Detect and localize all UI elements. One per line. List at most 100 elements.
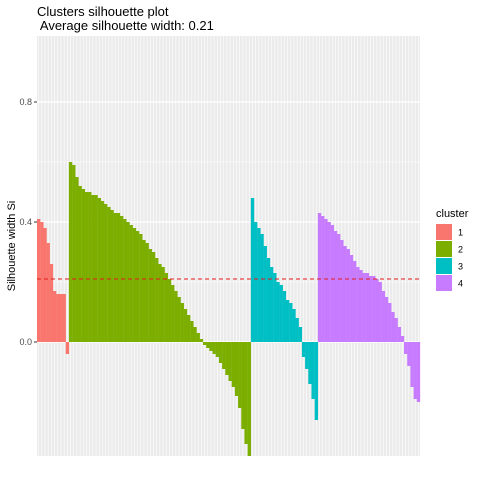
- bar-cluster-4: [404, 342, 408, 354]
- bar-cluster-4: [346, 249, 350, 342]
- bar-cluster-2: [113, 213, 117, 342]
- bar-cluster-2: [110, 210, 114, 342]
- y-tick-label: 0.4: [19, 217, 32, 227]
- bar-cluster-3: [273, 273, 277, 342]
- bar-cluster-2: [190, 321, 194, 342]
- bar-cluster-4: [333, 231, 338, 342]
- legend: cluster 1 2 3 4: [436, 208, 469, 291]
- bar-cluster-1: [37, 219, 41, 342]
- bar-cluster-3: [301, 342, 306, 357]
- bar-cluster-4: [368, 276, 373, 342]
- y-tick-label: 0.0: [19, 337, 32, 347]
- bar-cluster-2: [81, 189, 86, 342]
- bar-cluster-2: [116, 213, 121, 342]
- bar-cluster-2: [135, 231, 140, 342]
- bar-cluster-1: [43, 228, 47, 342]
- bar-cluster-2: [129, 225, 133, 342]
- bar-cluster-2: [164, 273, 169, 342]
- bar-cluster-4: [343, 246, 347, 342]
- bar-cluster-2: [142, 240, 146, 342]
- bar-cluster-2: [132, 228, 137, 342]
- legend-label-2: 2: [458, 245, 463, 255]
- bar-cluster-3: [260, 234, 264, 342]
- bar-cluster-4: [324, 219, 328, 342]
- bar-cluster-2: [218, 342, 223, 363]
- legend-key-3: [436, 258, 452, 274]
- bar-cluster-1: [56, 294, 60, 342]
- bar-cluster-2: [212, 342, 216, 354]
- bar-cluster-3: [314, 342, 319, 420]
- bar-cluster-1: [46, 243, 50, 342]
- bar-cluster-2: [97, 198, 101, 342]
- bar-cluster-2: [167, 279, 172, 342]
- bar-cluster-4: [416, 342, 421, 402]
- bar-cluster-2: [155, 258, 159, 342]
- bar-cluster-2: [100, 201, 105, 342]
- chart-title: Clusters silhouette plot: [37, 4, 169, 19]
- bar-cluster-2: [151, 252, 156, 342]
- bar-cluster-2: [209, 342, 213, 351]
- bar-cluster-2: [94, 195, 98, 342]
- bar-cluster-3: [257, 228, 261, 342]
- legend-label-1: 1: [458, 228, 463, 238]
- y-tick-label: 0.8: [19, 97, 32, 107]
- bar-cluster-2: [126, 222, 130, 342]
- bar-cluster-2: [107, 207, 111, 342]
- bar-cluster-4: [378, 282, 382, 342]
- bar-cluster-2: [234, 342, 239, 396]
- bar-cluster-3: [269, 267, 274, 342]
- bar-cluster-3: [292, 309, 296, 342]
- bar-cluster-3: [305, 342, 309, 369]
- bar-cluster-3: [282, 291, 287, 342]
- chart-subtitle: Average silhouette width: 0.21: [37, 18, 214, 33]
- bar-cluster-4: [388, 303, 392, 342]
- bar-cluster-3: [266, 258, 271, 342]
- y-axis: 0.0 0.4 0.8: [19, 97, 37, 347]
- bar-cluster-2: [187, 315, 191, 342]
- bar-cluster-2: [231, 342, 236, 387]
- bar-cluster-2: [238, 342, 242, 408]
- bar-cluster-2: [193, 327, 197, 342]
- bar-cluster-2: [225, 342, 229, 375]
- bar-cluster-3: [279, 285, 283, 342]
- bar-cluster-3: [285, 300, 290, 342]
- bar-cluster-2: [72, 165, 76, 342]
- bar-cluster-2: [75, 177, 79, 342]
- bar-cluster-3: [254, 222, 258, 342]
- bar-cluster-4: [327, 222, 331, 342]
- bar-cluster-2: [171, 285, 175, 342]
- bar-cluster-2: [228, 342, 232, 381]
- legend-label-3: 3: [458, 262, 463, 272]
- legend-key-4: [436, 275, 452, 291]
- bar-cluster-2: [215, 342, 220, 357]
- bar-cluster-2: [84, 192, 89, 342]
- bar-cluster-4: [384, 297, 389, 342]
- bar-cluster-4: [337, 234, 341, 342]
- bar-cluster-4: [352, 261, 357, 342]
- bar-cluster-2: [78, 186, 82, 342]
- bar-cluster-2: [241, 342, 245, 429]
- bar-cluster-2: [91, 195, 95, 342]
- bar-cluster-2: [158, 264, 162, 342]
- bar-cluster-4: [410, 342, 414, 387]
- bar-cluster-3: [289, 303, 293, 342]
- bar-cluster-2: [222, 342, 226, 369]
- bar-cluster-2: [161, 267, 165, 342]
- bar-cluster-3: [263, 246, 267, 342]
- bar-cluster-3: [308, 342, 312, 384]
- bar-cluster-4: [372, 276, 376, 342]
- bar-cluster-4: [340, 240, 344, 342]
- bar-cluster-1: [52, 291, 57, 342]
- bar-cluster-2: [145, 243, 149, 342]
- bar-cluster-4: [407, 342, 411, 366]
- bar-cluster-4: [349, 255, 354, 342]
- bar-cluster-3: [311, 342, 315, 399]
- bar-cluster-4: [413, 342, 417, 399]
- bars: [37, 162, 421, 456]
- bar-cluster-4: [397, 327, 401, 342]
- bar-cluster-2: [139, 234, 143, 342]
- legend-label-4: 4: [458, 279, 463, 289]
- bar-cluster-2: [177, 297, 181, 342]
- bar-cluster-3: [276, 282, 280, 342]
